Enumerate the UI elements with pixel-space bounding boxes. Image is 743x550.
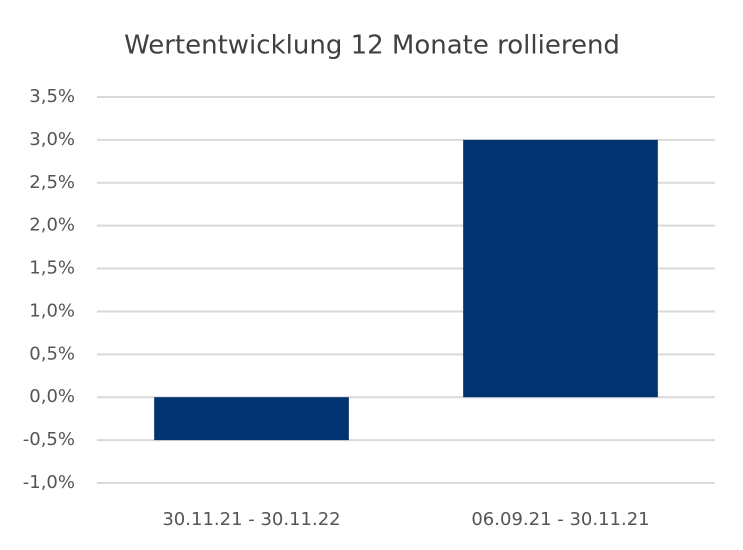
y-tick-label: 3,5% xyxy=(29,86,75,107)
chart-title: Wertentwicklung 12 Monate rollierend xyxy=(124,31,620,61)
bar xyxy=(463,139,658,398)
y-tick-label: 1,5% xyxy=(29,258,75,279)
y-tick-label: 2,5% xyxy=(29,172,75,193)
y-tick-label: 3,0% xyxy=(29,129,75,150)
y-tick-label: -0,5% xyxy=(23,429,75,450)
bar xyxy=(154,397,349,441)
y-tick-label: 0,0% xyxy=(29,386,75,407)
x-tick-label: 06.09.21 - 30.11.21 xyxy=(471,509,649,530)
y-tick-label: 2,0% xyxy=(29,215,75,236)
y-tick-label: -1,0% xyxy=(23,472,75,493)
y-tick-label: 0,5% xyxy=(29,343,75,364)
x-tick-label: 30.11.21 - 30.11.22 xyxy=(162,509,340,530)
y-tick-label: 1,0% xyxy=(29,300,75,321)
